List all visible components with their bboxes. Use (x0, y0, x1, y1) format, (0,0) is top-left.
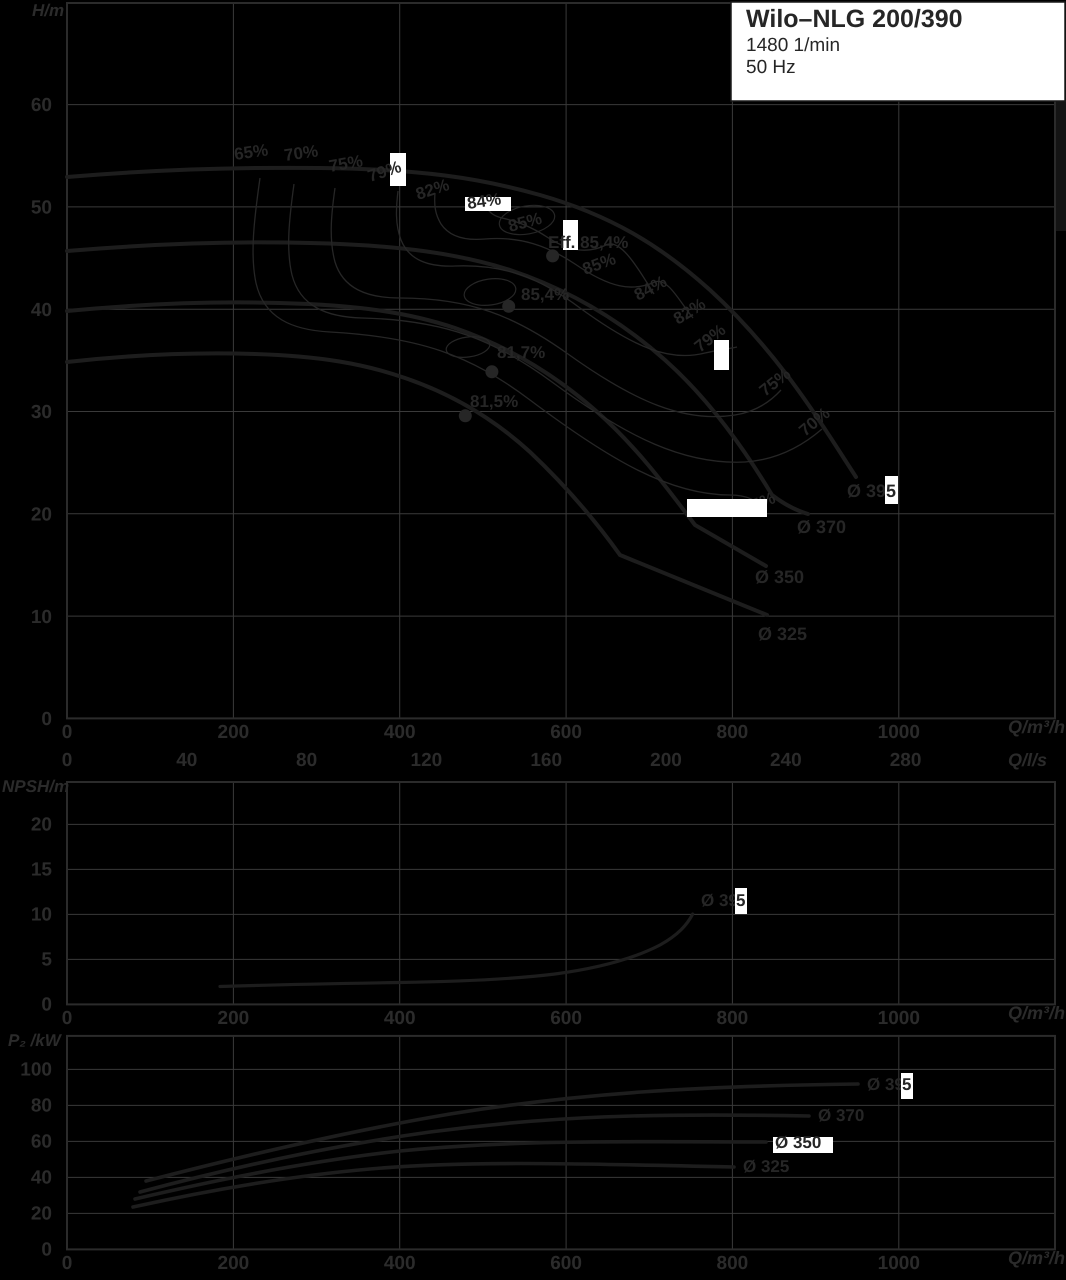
svg-text:Ø 39: Ø 39 (701, 891, 738, 910)
svg-text:200: 200 (650, 750, 682, 771)
svg-text:40: 40 (31, 1168, 52, 1189)
svg-text:5: 5 (41, 950, 52, 971)
svg-text:0: 0 (41, 1240, 52, 1261)
svg-text:240: 240 (770, 750, 802, 771)
svg-text:Ø 325: Ø 325 (758, 624, 807, 644)
svg-text:30: 30 (31, 402, 52, 423)
svg-text:20: 20 (31, 505, 52, 526)
svg-text:800: 800 (717, 1008, 749, 1029)
svg-text:5: 5 (886, 481, 896, 501)
svg-text:H/m: H/m (32, 1, 64, 20)
svg-text:Q/m³/h: Q/m³/h (1008, 717, 1065, 737)
svg-text:Ø 350: Ø 350 (755, 567, 804, 587)
svg-text:800: 800 (717, 722, 749, 743)
svg-text:200: 200 (218, 1008, 250, 1029)
svg-text:400: 400 (384, 722, 416, 743)
svg-text:5: 5 (902, 1075, 911, 1094)
svg-text:85,4%: 85,4% (521, 285, 569, 304)
svg-text:400: 400 (384, 1008, 416, 1029)
svg-text:P₂ /kW: P₂ /kW (8, 1031, 63, 1050)
svg-text:20: 20 (31, 815, 52, 836)
svg-text:80: 80 (31, 1096, 52, 1117)
svg-text:20: 20 (31, 1204, 52, 1225)
svg-text:50: 50 (31, 198, 52, 219)
svg-text:Ø 370: Ø 370 (797, 517, 846, 537)
svg-text:10: 10 (31, 905, 52, 926)
svg-text:100: 100 (20, 1060, 52, 1081)
svg-text:800: 800 (717, 1253, 749, 1274)
svg-text:60: 60 (31, 1132, 52, 1153)
svg-text:50 Hz: 50 Hz (746, 57, 796, 78)
svg-text:Ø 325: Ø 325 (743, 1157, 789, 1176)
svg-text:5: 5 (736, 891, 745, 910)
svg-text:1480 1/min: 1480 1/min (746, 35, 840, 56)
svg-text:Ø 39: Ø 39 (867, 1075, 904, 1094)
svg-text:0: 0 (62, 1253, 73, 1274)
svg-text:120: 120 (411, 750, 443, 771)
svg-text:1000: 1000 (878, 1253, 920, 1274)
svg-text:400: 400 (384, 1253, 416, 1274)
svg-text:Ø 370: Ø 370 (818, 1106, 864, 1125)
svg-text:10: 10 (31, 607, 52, 628)
svg-text:81,7%: 81,7% (497, 343, 545, 362)
svg-text:280: 280 (890, 750, 922, 771)
svg-text:200: 200 (218, 1253, 250, 1274)
svg-text:40: 40 (176, 750, 197, 771)
svg-text:Q/l/s: Q/l/s (1008, 750, 1047, 770)
svg-text:0: 0 (41, 709, 52, 730)
svg-text:Q/m³/h: Q/m³/h (1008, 1003, 1065, 1023)
svg-text:Eff. 85,4%: Eff. 85,4% (548, 233, 628, 252)
svg-text:81,5%: 81,5% (470, 392, 518, 411)
svg-text:200: 200 (218, 722, 250, 743)
svg-text:0: 0 (41, 995, 52, 1016)
svg-text:600: 600 (550, 1008, 582, 1029)
svg-text:0: 0 (62, 1008, 73, 1029)
svg-text:Wilo–NLG 200/390: Wilo–NLG 200/390 (746, 5, 963, 33)
svg-text:600: 600 (550, 722, 582, 743)
svg-text:1000: 1000 (878, 722, 920, 743)
svg-text:Ø 350: Ø 350 (775, 1133, 821, 1152)
svg-text:80: 80 (296, 750, 317, 771)
svg-text:600: 600 (550, 1253, 582, 1274)
svg-text:15: 15 (31, 860, 53, 881)
svg-text:0: 0 (62, 722, 73, 743)
svg-text:0: 0 (62, 750, 73, 771)
svg-text:60: 60 (31, 95, 52, 116)
svg-text:160: 160 (530, 750, 562, 771)
svg-text:40: 40 (31, 300, 52, 321)
svg-text:1000: 1000 (878, 1008, 920, 1029)
svg-text:NPSH/m: NPSH/m (2, 777, 69, 796)
svg-text:Q/m³/h: Q/m³/h (1008, 1248, 1065, 1268)
